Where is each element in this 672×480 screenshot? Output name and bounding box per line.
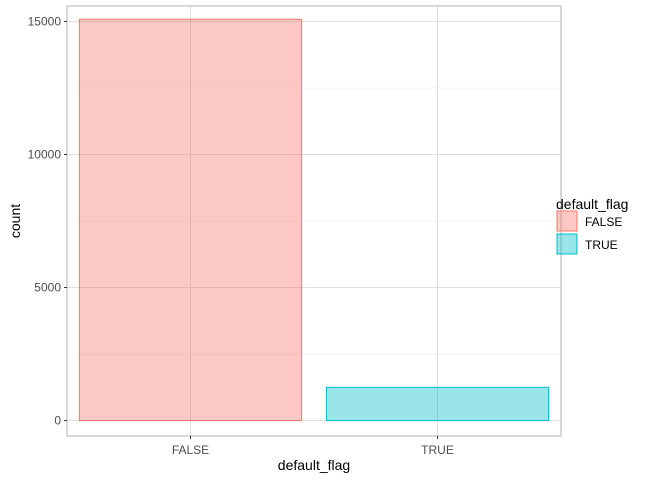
- bar-true: [325, 386, 550, 422]
- plot-panel-border: [66, 5, 562, 437]
- bar-false: [78, 18, 303, 422]
- legend-label-true: TRUE: [585, 238, 618, 252]
- legend-title: default_flag: [556, 196, 628, 212]
- bars: [78, 18, 550, 422]
- x-axis: FALSE TRUE: [172, 436, 454, 457]
- y-axis: 0 5000 10000 15000: [28, 14, 67, 428]
- y-tick-label: 5000: [34, 281, 61, 295]
- y-tick-label: 0: [54, 414, 61, 428]
- y-axis-title: count: [7, 204, 23, 238]
- x-tick-label: TRUE: [421, 443, 454, 457]
- legend-key-false: [556, 210, 578, 232]
- legend: default_flag FALSE TRUE: [556, 196, 628, 255]
- x-tick-label: FALSE: [172, 443, 209, 457]
- y-tick-label: 15000: [28, 14, 62, 28]
- legend-key-true: [556, 233, 578, 255]
- legend-label-false: FALSE: [585, 215, 622, 229]
- x-axis-title: default_flag: [278, 457, 350, 473]
- y-tick-label: 10000: [28, 147, 62, 161]
